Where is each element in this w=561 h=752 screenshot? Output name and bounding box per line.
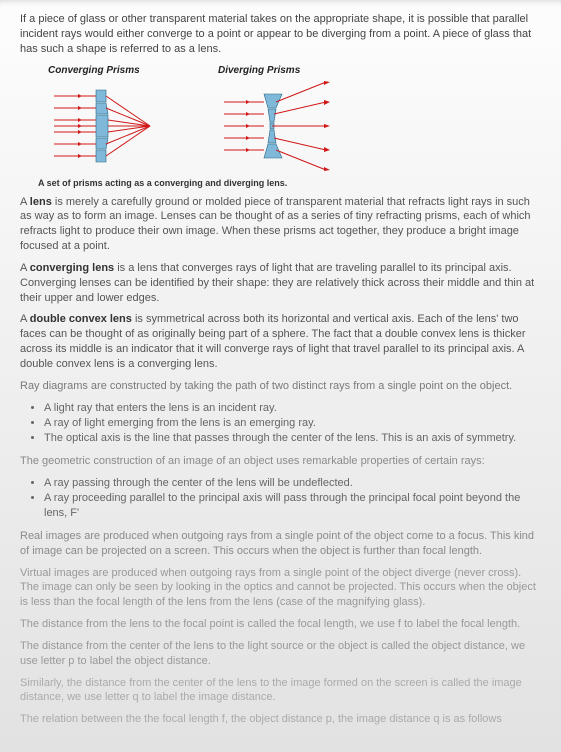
intro-paragraph: If a piece of glass or other transparent…: [20, 12, 541, 57]
converging-label: Converging Prisms: [48, 65, 158, 76]
virtual-images-para: Virtual images are produced when outgoin…: [20, 566, 541, 611]
bullet-parallel-ray: A ray proceeding parallel to the princip…: [44, 491, 541, 522]
geometric-intro: The geometric construction of an image o…: [20, 454, 541, 469]
ray-bullets: A light ray that enters the lens is an i…: [20, 401, 541, 447]
image-distance-para: Similarly, the distance from the center …: [20, 676, 541, 706]
lens-paragraph: A lens is merely a carefully ground or m…: [20, 195, 541, 254]
real-images-para: Real images are produced when outgoing r…: [20, 529, 541, 559]
diverging-column: Diverging Prisms: [218, 65, 338, 176]
bullet-emerging: A ray of light emerging from the lens is…: [44, 416, 541, 431]
bullet-incident: A light ray that enters the lens is an i…: [44, 401, 541, 416]
geometric-bullets: A ray passing through the center of the …: [20, 476, 541, 522]
lens-term: lens: [30, 196, 52, 208]
converging-paragraph: A converging lens is a lens that converg…: [20, 261, 541, 306]
bullet-optical-axis: The optical axis is the line that passes…: [44, 431, 541, 446]
conv-term: converging lens: [30, 262, 114, 274]
conv-pre: A: [20, 262, 30, 274]
document-page: If a piece of glass or other transparent…: [0, 0, 561, 752]
diverging-diagram: [218, 76, 338, 176]
converging-diagram: [48, 76, 158, 176]
lens-post: is merely a carefully ground or molded p…: [20, 196, 531, 253]
ray-intro: Ray diagrams are constructed by taking t…: [20, 379, 541, 394]
diverging-label: Diverging Prisms: [218, 65, 338, 76]
bullet-center-ray: A ray passing through the center of the …: [44, 476, 541, 491]
doubleconvex-paragraph: A double convex lens is symmetrical acro…: [20, 312, 541, 371]
dcl-term: double convex lens: [30, 313, 132, 325]
lens-pre: A: [20, 196, 30, 208]
object-distance-para: The distance from the center of the lens…: [20, 639, 541, 669]
converging-column: Converging Prisms: [48, 65, 158, 176]
diagram-row: Converging Prisms: [20, 65, 541, 176]
dcl-pre: A: [20, 313, 30, 325]
diagram-caption: A set of prisms acting as a converging a…: [20, 178, 541, 188]
focal-length-para: The distance from the lens to the focal …: [20, 617, 541, 632]
relation-para: The relation between the the focal lengt…: [20, 712, 541, 727]
